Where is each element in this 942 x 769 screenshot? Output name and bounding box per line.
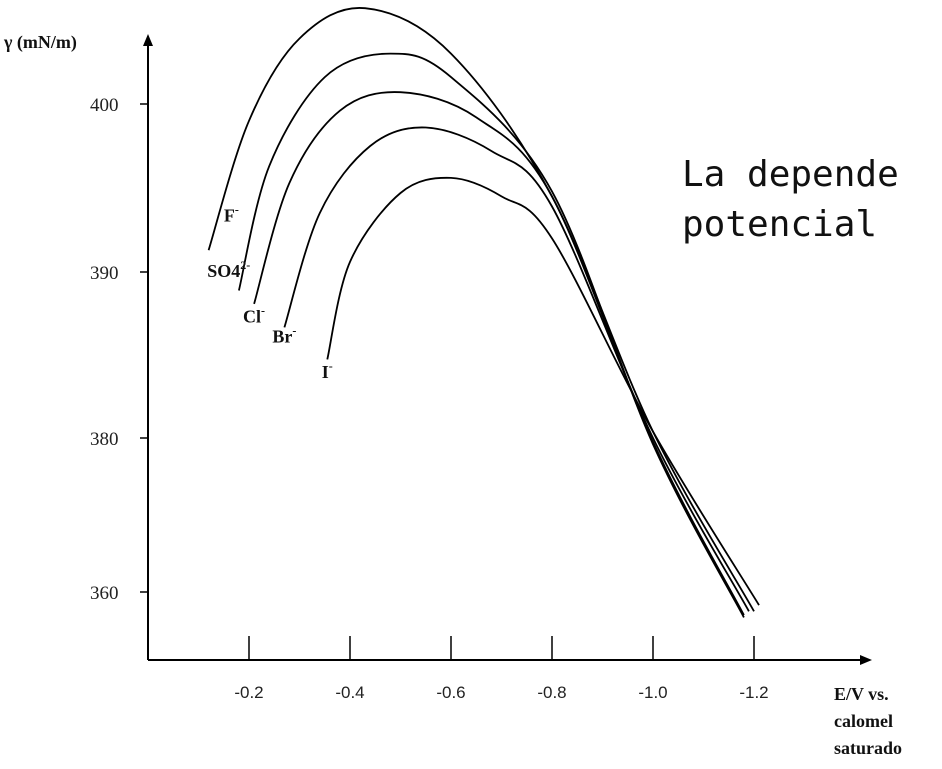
overlay-caption: La depende potencial (682, 150, 899, 250)
series-label: Cl- (243, 303, 265, 326)
overlay-caption-line-2: potencial (682, 204, 878, 245)
series-line (238, 52, 745, 618)
y-axis-arrow (143, 34, 153, 46)
y-tick-label: 390 (90, 263, 119, 284)
x-tick-label: -1.0 (638, 683, 667, 702)
x-tick-label: -0.4 (335, 683, 364, 702)
x-tick-label: -0.2 (234, 683, 263, 702)
y-axis-label: γ (mN/m) (3, 32, 77, 53)
x-axis-label-line-3: saturado (834, 738, 902, 758)
series-line (283, 126, 750, 612)
x-axis-label-line-2: calomel (834, 711, 893, 731)
curves (207, 7, 760, 618)
x-ticks: -0.2 -0.4 -0.6 -0.8 -1.0 -1.2 (234, 636, 769, 702)
series-line (253, 91, 745, 616)
series-line (207, 7, 755, 612)
x-tick-label: -1.2 (739, 683, 768, 702)
series-label: SO42- (207, 258, 250, 281)
y-tick-label: 380 (90, 429, 119, 450)
y-ticks: 400 390 380 360 (90, 95, 148, 604)
x-tick-label: -0.8 (537, 683, 566, 702)
x-tick-label: -0.6 (436, 683, 465, 702)
series-label: I- (322, 359, 333, 382)
y-tick-label: 400 (90, 95, 119, 116)
x-axis-label-line-1: E/V vs. (834, 684, 889, 704)
overlay-caption-line-1: La depende (682, 154, 899, 195)
series-line (326, 176, 760, 606)
series-label: F- (224, 203, 239, 226)
series-label: Br- (272, 324, 296, 347)
series-labels: F- SO42- Cl- Br- I- (207, 203, 332, 382)
x-axis-arrow (860, 655, 872, 665)
y-tick-label: 360 (90, 583, 119, 604)
